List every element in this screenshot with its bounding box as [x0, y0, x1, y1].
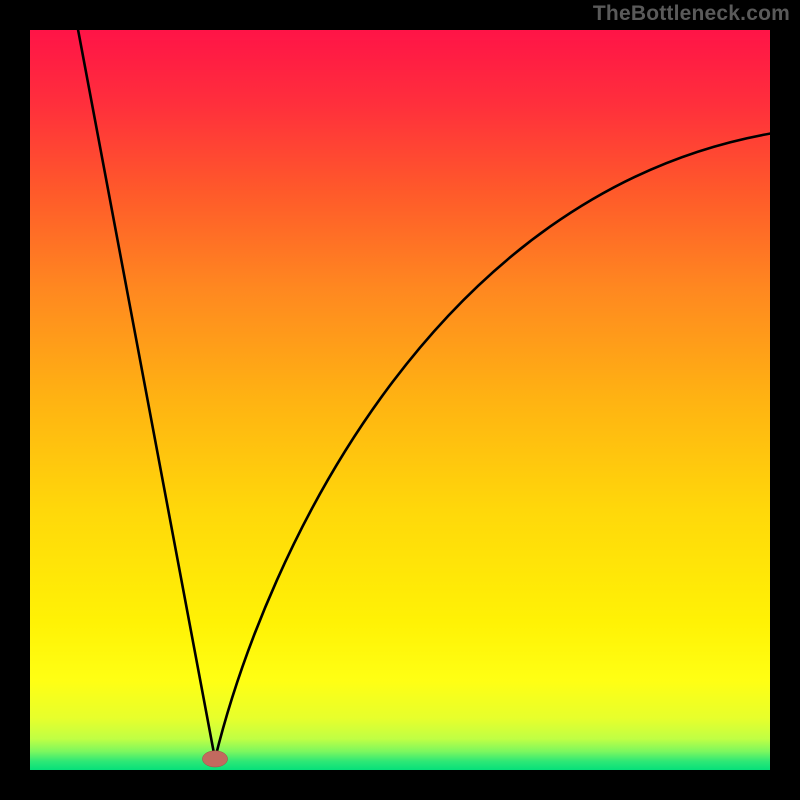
minimum-marker [202, 751, 227, 767]
plot-background-gradient [30, 30, 770, 770]
chart-container: TheBottleneck.com [0, 0, 800, 800]
attribution-text: TheBottleneck.com [593, 2, 790, 26]
bottleneck-chart [0, 0, 800, 800]
